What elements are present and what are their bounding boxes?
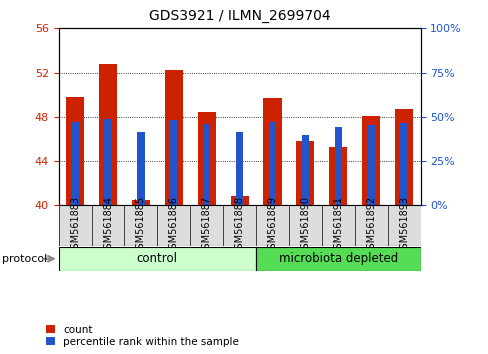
Bar bbox=[197, 113, 215, 205]
Bar bbox=[334, 127, 341, 205]
Text: protocol: protocol bbox=[2, 254, 48, 264]
Bar bbox=[301, 135, 308, 205]
Bar bbox=[230, 196, 248, 205]
Text: microbiota depleted: microbiota depleted bbox=[278, 252, 397, 265]
Bar bbox=[367, 125, 374, 205]
Bar bbox=[268, 122, 276, 205]
Text: GSM561892: GSM561892 bbox=[366, 196, 375, 255]
Text: GSM561884: GSM561884 bbox=[103, 196, 113, 255]
Text: GSM561887: GSM561887 bbox=[202, 196, 211, 255]
Bar bbox=[263, 98, 281, 205]
Text: GSM561885: GSM561885 bbox=[136, 196, 145, 255]
Bar bbox=[256, 247, 420, 271]
Bar bbox=[59, 247, 256, 271]
Text: GSM561893: GSM561893 bbox=[398, 196, 408, 255]
Text: control: control bbox=[137, 252, 178, 265]
Bar bbox=[203, 124, 210, 205]
Bar bbox=[132, 200, 150, 205]
Text: GSM561889: GSM561889 bbox=[267, 196, 277, 255]
Bar bbox=[170, 120, 177, 205]
Bar bbox=[362, 116, 380, 205]
Text: GSM561890: GSM561890 bbox=[300, 196, 310, 255]
Legend: count, percentile rank within the sample: count, percentile rank within the sample bbox=[44, 322, 241, 349]
Bar bbox=[99, 64, 117, 205]
Bar bbox=[71, 122, 79, 205]
Bar bbox=[296, 141, 314, 205]
Bar bbox=[328, 147, 346, 205]
Bar bbox=[66, 97, 84, 205]
Bar bbox=[164, 70, 183, 205]
Text: GSM561888: GSM561888 bbox=[234, 196, 244, 255]
Bar bbox=[104, 120, 111, 205]
Bar bbox=[137, 132, 144, 205]
Bar bbox=[394, 109, 412, 205]
Text: GDS3921 / ILMN_2699704: GDS3921 / ILMN_2699704 bbox=[148, 9, 330, 23]
Bar bbox=[400, 123, 407, 205]
Bar bbox=[236, 132, 243, 205]
Text: GSM561886: GSM561886 bbox=[168, 196, 179, 255]
Text: GSM561891: GSM561891 bbox=[333, 196, 343, 255]
Text: GSM561883: GSM561883 bbox=[70, 196, 80, 255]
